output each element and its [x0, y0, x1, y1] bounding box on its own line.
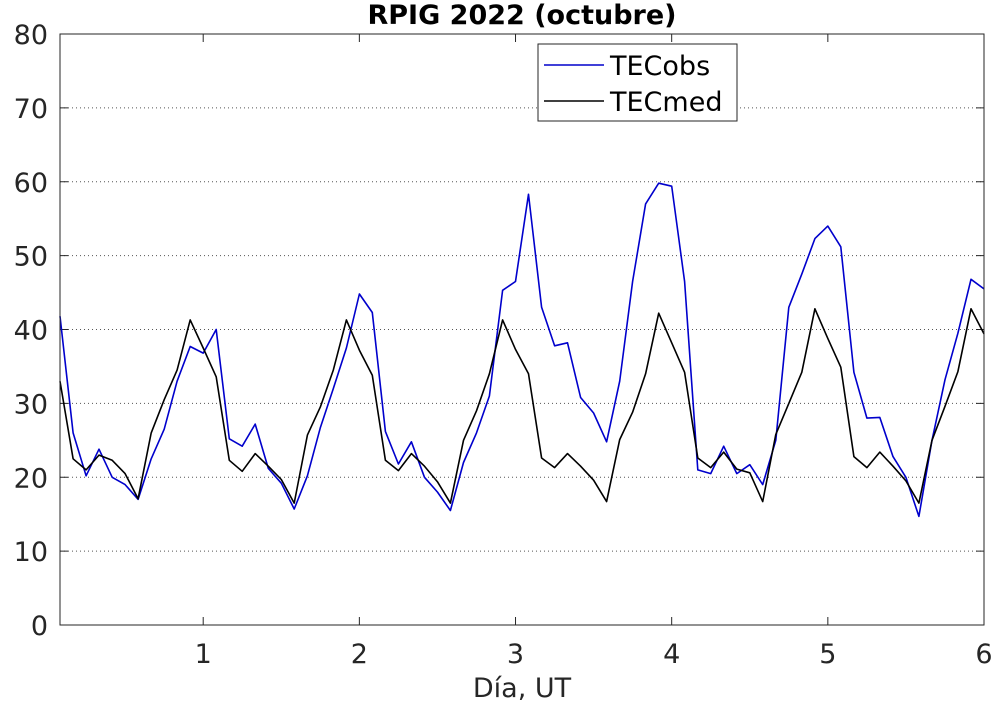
x-tick-label: 4: [663, 639, 680, 670]
x-tick-label: 6: [975, 639, 992, 670]
gridlines: [60, 107, 984, 552]
x-tick-label: 3: [507, 639, 524, 670]
y-tick-label: 40: [14, 316, 48, 347]
x-tick-label: 1: [195, 639, 212, 670]
series-line-tecmed: [59, 307, 985, 504]
chart-title: RPIG 2022 (octubre): [367, 0, 676, 31]
y-tick-label: 80: [14, 20, 48, 51]
y-axis: 0 10 20 30 40 50 60 70 80: [14, 20, 984, 642]
series-line-tecobs: [59, 182, 985, 518]
legend-label: TECmed: [609, 87, 722, 118]
y-tick-label: 70: [14, 94, 48, 125]
y-tick-label: 60: [14, 168, 48, 199]
legend-label: TECobs: [609, 51, 710, 82]
x-tick-label: 2: [351, 639, 368, 670]
x-axis-label: Día, UT: [473, 673, 572, 704]
y-tick-label: 20: [14, 463, 48, 494]
plot-series: [59, 182, 985, 518]
y-tick-label: 0: [31, 611, 48, 642]
y-tick-label: 50: [14, 242, 48, 273]
x-tick-label: 5: [819, 639, 836, 670]
y-tick-label: 10: [14, 537, 48, 568]
plot-area-frame: [59, 33, 985, 626]
x-axis: 1 2 3 4 5 6: [195, 34, 993, 670]
legend: TECobs TECmed: [537, 43, 738, 122]
y-tick-label: 30: [14, 389, 48, 420]
legend-box: [537, 43, 738, 122]
